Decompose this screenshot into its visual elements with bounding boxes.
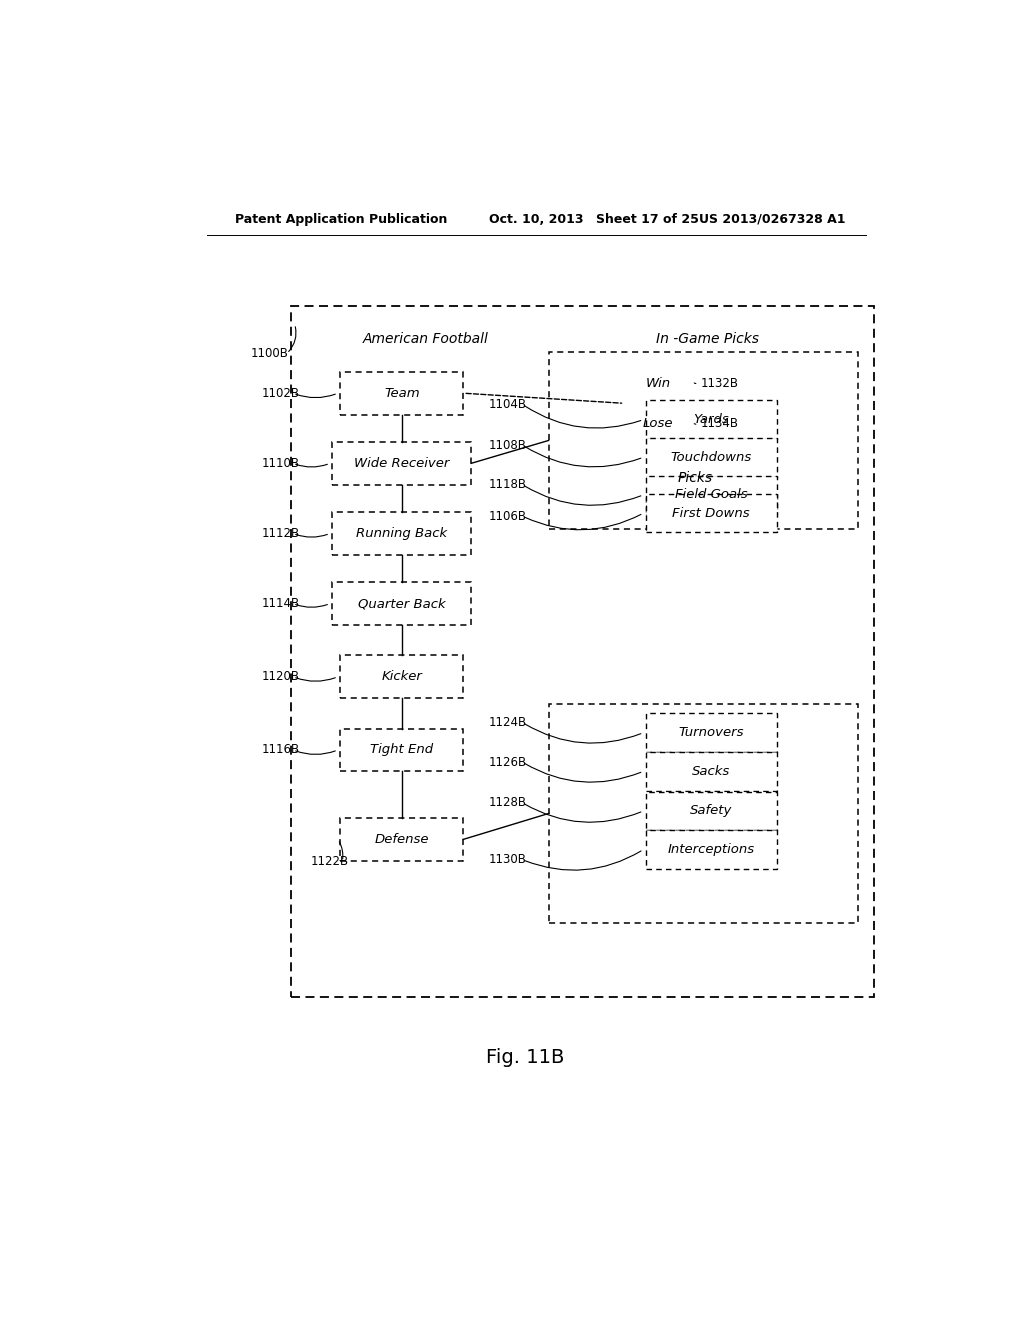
Text: American Football: American Football <box>362 333 488 346</box>
Text: 1104B: 1104B <box>489 397 527 411</box>
Text: 1130B: 1130B <box>489 853 527 866</box>
Text: Field Goals: Field Goals <box>675 488 748 502</box>
FancyBboxPatch shape <box>333 442 471 484</box>
FancyBboxPatch shape <box>646 438 777 477</box>
FancyBboxPatch shape <box>625 364 692 401</box>
FancyBboxPatch shape <box>646 752 777 791</box>
Text: Win: Win <box>645 376 671 389</box>
Text: Touchdowns: Touchdowns <box>671 450 752 463</box>
Text: 1118B: 1118B <box>489 478 527 491</box>
Text: 1114B: 1114B <box>261 597 299 610</box>
Text: Quarter Back: Quarter Back <box>358 597 445 610</box>
Text: Lose: Lose <box>643 417 674 430</box>
Text: Running Back: Running Back <box>356 527 447 540</box>
FancyBboxPatch shape <box>646 400 777 440</box>
FancyBboxPatch shape <box>646 494 777 532</box>
Text: Sheet 17 of 25: Sheet 17 of 25 <box>596 213 699 226</box>
Text: First Downs: First Downs <box>673 507 751 520</box>
FancyBboxPatch shape <box>625 405 692 442</box>
Text: 1116B: 1116B <box>261 743 299 756</box>
Text: 1110B: 1110B <box>261 457 299 470</box>
Text: Patent Application Publication: Patent Application Publication <box>236 213 447 226</box>
Text: Wide Receiver: Wide Receiver <box>354 457 450 470</box>
Text: Sacks: Sacks <box>692 764 730 777</box>
Text: Kicker: Kicker <box>381 671 422 684</box>
FancyBboxPatch shape <box>340 372 463 414</box>
Text: US 2013/0267328 A1: US 2013/0267328 A1 <box>699 213 846 226</box>
FancyBboxPatch shape <box>646 830 777 869</box>
FancyBboxPatch shape <box>333 582 471 624</box>
Text: 1124B: 1124B <box>489 715 527 729</box>
Text: 1132B: 1132B <box>701 376 739 389</box>
Text: Team: Team <box>384 387 420 400</box>
Text: Fig. 11B: Fig. 11B <box>485 1048 564 1068</box>
Text: 1120B: 1120B <box>261 671 299 684</box>
FancyBboxPatch shape <box>646 792 777 830</box>
Text: 1122B: 1122B <box>310 855 348 869</box>
Text: 1102B: 1102B <box>261 387 299 400</box>
Text: Tight End: Tight End <box>371 743 433 756</box>
FancyBboxPatch shape <box>340 729 463 771</box>
Text: Picks: Picks <box>678 470 713 484</box>
FancyBboxPatch shape <box>291 306 873 997</box>
Text: Turnovers: Turnovers <box>679 726 744 739</box>
Text: Oct. 10, 2013: Oct. 10, 2013 <box>489 213 584 226</box>
Text: Defense: Defense <box>375 833 429 846</box>
Text: 1106B: 1106B <box>489 510 527 523</box>
FancyBboxPatch shape <box>646 475 777 515</box>
Text: Safety: Safety <box>690 804 732 817</box>
FancyBboxPatch shape <box>340 818 463 861</box>
Text: 1134B: 1134B <box>701 417 739 430</box>
Text: Interceptions: Interceptions <box>668 843 755 857</box>
FancyBboxPatch shape <box>549 704 858 923</box>
Text: 1100B: 1100B <box>251 347 289 360</box>
FancyBboxPatch shape <box>549 351 858 529</box>
Text: 1112B: 1112B <box>261 527 299 540</box>
Text: In -Game Picks: In -Game Picks <box>655 333 759 346</box>
FancyBboxPatch shape <box>333 512 471 554</box>
Text: 1108B: 1108B <box>489 438 527 451</box>
Text: Yards: Yards <box>693 413 729 426</box>
Text: 1128B: 1128B <box>489 796 527 809</box>
FancyBboxPatch shape <box>646 713 777 752</box>
FancyBboxPatch shape <box>340 656 463 698</box>
Text: 1126B: 1126B <box>489 755 527 768</box>
